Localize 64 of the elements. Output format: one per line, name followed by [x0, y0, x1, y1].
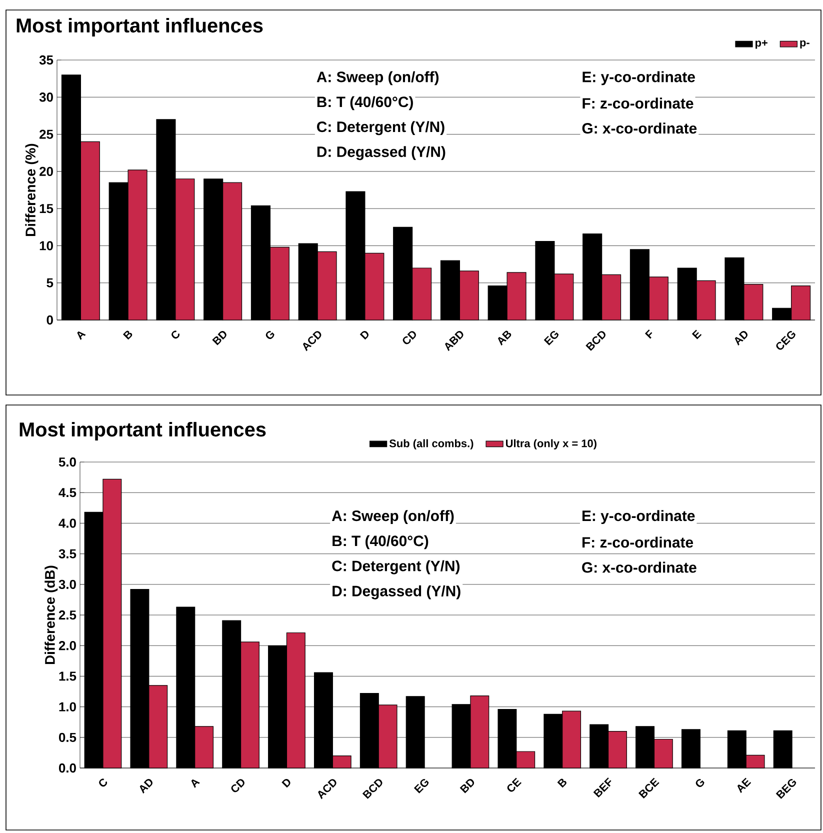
x-tick-label: G	[696, 778, 704, 788]
y-tick-label: 5.0	[58, 457, 76, 467]
annotation: E: y-co-ordinate	[582, 510, 695, 524]
annotation: D: Degassed (Y/N)	[317, 146, 446, 160]
annotation: B: T (40/60°C)	[317, 96, 413, 110]
y-tick-label: 3.5	[58, 549, 76, 558]
annotation: G: x-co-ordinate	[582, 562, 696, 573]
annotation: F: z-co-ordinate	[582, 98, 694, 109]
x-tick-label: AB	[498, 330, 512, 346]
annotation: D: Degassed (Y/N)	[332, 585, 460, 600]
y-tick-label: 35	[39, 55, 54, 65]
x-tick-label: EG	[414, 778, 429, 794]
x-tick-label: D	[360, 330, 368, 340]
annotation: B: T (40/60°C)	[332, 535, 428, 550]
chart-title: Most important influences	[16, 18, 263, 37]
y-axis-title: Difference (dB)	[44, 566, 58, 664]
y-tick-label: 2.5	[58, 610, 76, 620]
x-tick-label: AD	[734, 330, 748, 346]
x-tick-label: F	[644, 330, 652, 339]
y-tick-label: 5	[46, 278, 54, 288]
x-tick-label: A	[77, 331, 86, 340]
annotation: E: y-co-ordinate	[582, 71, 695, 86]
y-axis-title: Difference (%)	[25, 144, 38, 236]
x-tick-label: B	[557, 778, 566, 788]
x-tick-label: D	[282, 778, 290, 788]
annotation: C: Detergent (Y/N)	[332, 560, 460, 574]
annotation: C: Detergent (Y/N)	[317, 121, 444, 136]
x-tick-label: EG	[544, 330, 559, 346]
y-tick-label: 1.0	[59, 702, 76, 712]
x-tick-label: E	[692, 330, 702, 340]
y-tick-label: 4.0	[58, 518, 76, 528]
annotation: A: Sweep (on/off)	[332, 510, 454, 524]
x-tick-label: C	[172, 330, 180, 339]
x-tick-label: A	[191, 779, 200, 788]
y-tick-label: 4.5	[58, 488, 76, 498]
y-tick-label: 0.0	[58, 763, 76, 773]
x-tick-label: BD	[212, 330, 226, 346]
legend-label: p+	[756, 40, 768, 49]
y-tick-label: 2.0	[58, 641, 76, 650]
y-tick-label: 20	[40, 166, 53, 176]
annotation: F: z-co-ordinate	[582, 536, 694, 548]
x-tick-label: C	[99, 778, 108, 787]
x-tick-label: AE	[737, 778, 752, 794]
x-tick-label: AD	[140, 779, 152, 794]
y-tick-label: 10	[40, 241, 53, 250]
chart-title: Most important influences	[20, 422, 266, 441]
x-tick-label: G	[266, 330, 274, 340]
y-tick-label: 25	[40, 130, 54, 139]
legend-label: p-	[800, 40, 810, 49]
annotation: A: Sweep (on/off)	[316, 71, 439, 86]
x-tick-label: CD	[402, 331, 416, 344]
legend-label: Ultra (only x = 10)	[506, 439, 596, 450]
y-tick-label: 3.0	[58, 580, 76, 590]
y-tick-label: 0.5	[58, 732, 76, 742]
y-tick-label: 15	[40, 204, 54, 214]
annotation: G: x-co-ordinate	[582, 122, 697, 134]
y-tick-label: 30	[39, 92, 53, 102]
legend-label: Sub (all combs.)	[389, 439, 474, 450]
x-tick-label: CE	[507, 778, 522, 792]
x-tick-label: B	[122, 330, 132, 340]
y-tick-label: 0	[46, 315, 53, 325]
y-tick-label: 1.5	[59, 672, 76, 681]
x-tick-label: CD	[231, 779, 244, 792]
x-tick-label: BD	[460, 779, 474, 794]
